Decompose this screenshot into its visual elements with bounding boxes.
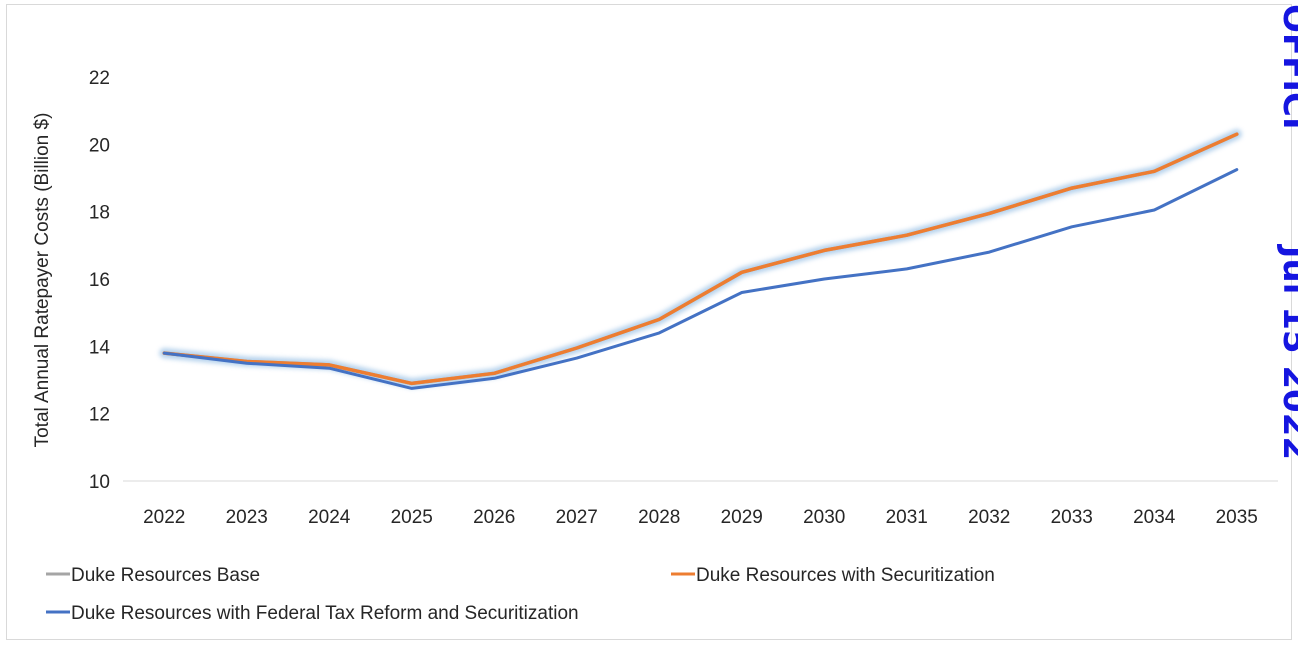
series-layer xyxy=(159,129,1242,390)
x-tick-label: 2029 xyxy=(721,507,763,528)
y-tick-label: 20 xyxy=(89,135,110,156)
series-line-1 xyxy=(162,132,1239,386)
x-tick-label: 2030 xyxy=(803,507,845,528)
x-tick-label: 2027 xyxy=(556,507,598,528)
chart-frame xyxy=(6,4,1292,640)
series-highlight-glow xyxy=(159,129,1242,389)
x-tick-label: 2035 xyxy=(1216,507,1258,528)
x-tick-label: 2031 xyxy=(886,507,928,528)
legend: Duke Resources Base Duke Resources with S… xyxy=(46,565,995,624)
stamp-bottom-text: Jul 15 2022 xyxy=(1275,244,1298,460)
x-tick-label: 2033 xyxy=(1051,507,1093,528)
y-tick-label: 10 xyxy=(89,472,110,493)
y-tick-label: 18 xyxy=(89,203,110,224)
x-tick-label: 2032 xyxy=(968,507,1010,528)
y-tick-label: 22 xyxy=(89,68,110,89)
series-line-2 xyxy=(162,132,1239,386)
y-axis-label: Total Annual Ratepayer Costs (Billion $) xyxy=(32,113,53,448)
x-tick-label: 2023 xyxy=(226,507,268,528)
x-tick-label: 2028 xyxy=(638,507,680,528)
stamp-top-text: OFFICI xyxy=(1275,4,1298,130)
x-tick-label: 2025 xyxy=(391,507,433,528)
x-tick-label: 2026 xyxy=(473,507,515,528)
y-tick-label: 12 xyxy=(89,405,110,426)
x-tick-label: 2034 xyxy=(1133,507,1176,528)
y-tick-label: 14 xyxy=(89,337,111,358)
legend-label-2: Duke Resources with Securitization xyxy=(696,565,995,586)
y-tick-label: 16 xyxy=(89,270,110,291)
legend-label-1: Duke Resources Base xyxy=(71,565,260,586)
legend-label-3: Duke Resources with Federal Tax Reform a… xyxy=(71,603,579,624)
series-line-3 xyxy=(162,168,1239,390)
official-filing-stamp: OFFICI Jul 15 2022 xyxy=(1275,4,1298,460)
x-tick-label: 2024 xyxy=(308,507,351,528)
x-tick-label: 2022 xyxy=(143,507,185,528)
